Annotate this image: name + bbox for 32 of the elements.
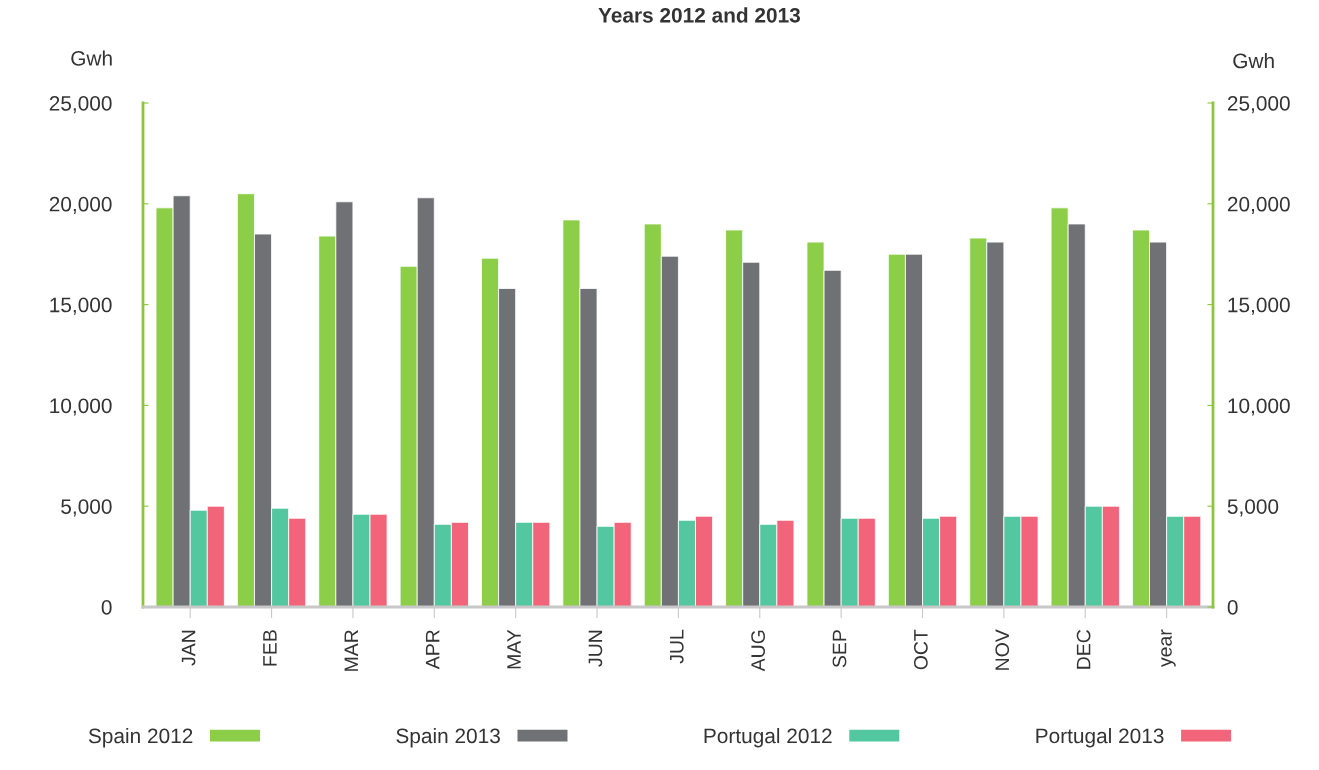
y-axis-title: Gwh [71, 50, 112, 66]
y2-axis-title: Gwh [1233, 52, 1274, 69]
x-tick-label: year [1161, 629, 1176, 667]
x-tick-label: AUG [751, 630, 765, 672]
x-tick-label: NOV [995, 629, 1010, 670]
y-tick-label: 5,000 [61, 499, 112, 517]
x-tick-label: OCT [913, 629, 928, 670]
y-tick-label: 0 [101, 600, 112, 615]
y-tick-label: 10,000 [50, 398, 112, 416]
x-tick-label: JAN [181, 630, 196, 666]
y-tick-label: 15,000 [50, 297, 112, 315]
x-tick-label: MAR [344, 630, 358, 671]
y2-tick-label: 5,000 [1227, 499, 1279, 517]
y2-tick-label: 25,000 [1227, 96, 1290, 114]
y2-tick-label: 15,000 [1228, 297, 1290, 315]
x-tick-label: SEP [832, 630, 847, 668]
x-tick-label: DEC [1076, 629, 1091, 669]
x-tick-label: JUN [588, 630, 603, 667]
x-tick-label: MAY [507, 629, 521, 669]
chart-title: Years 2012 and 2013 [598, 7, 801, 23]
legend-label: Portugal 2012 [704, 727, 832, 748]
y-tick-label: 25,000 [49, 96, 112, 114]
x-tick-label: APR [425, 630, 440, 670]
legend-label: Spain 2012 [88, 727, 193, 748]
y2-tick-label: 0 [1227, 600, 1238, 615]
y2-tick-label: 20,000 [1227, 196, 1290, 215]
y2-tick-label: 10,000 [1228, 398, 1290, 416]
legend-label: Spain 2013 [396, 727, 500, 748]
x-tick-label: FEB [263, 630, 277, 666]
y-tick-label: 20,000 [49, 196, 112, 215]
legend-label: Portugal 2013 [1036, 727, 1164, 748]
x-tick-label: JUL [670, 629, 684, 664]
